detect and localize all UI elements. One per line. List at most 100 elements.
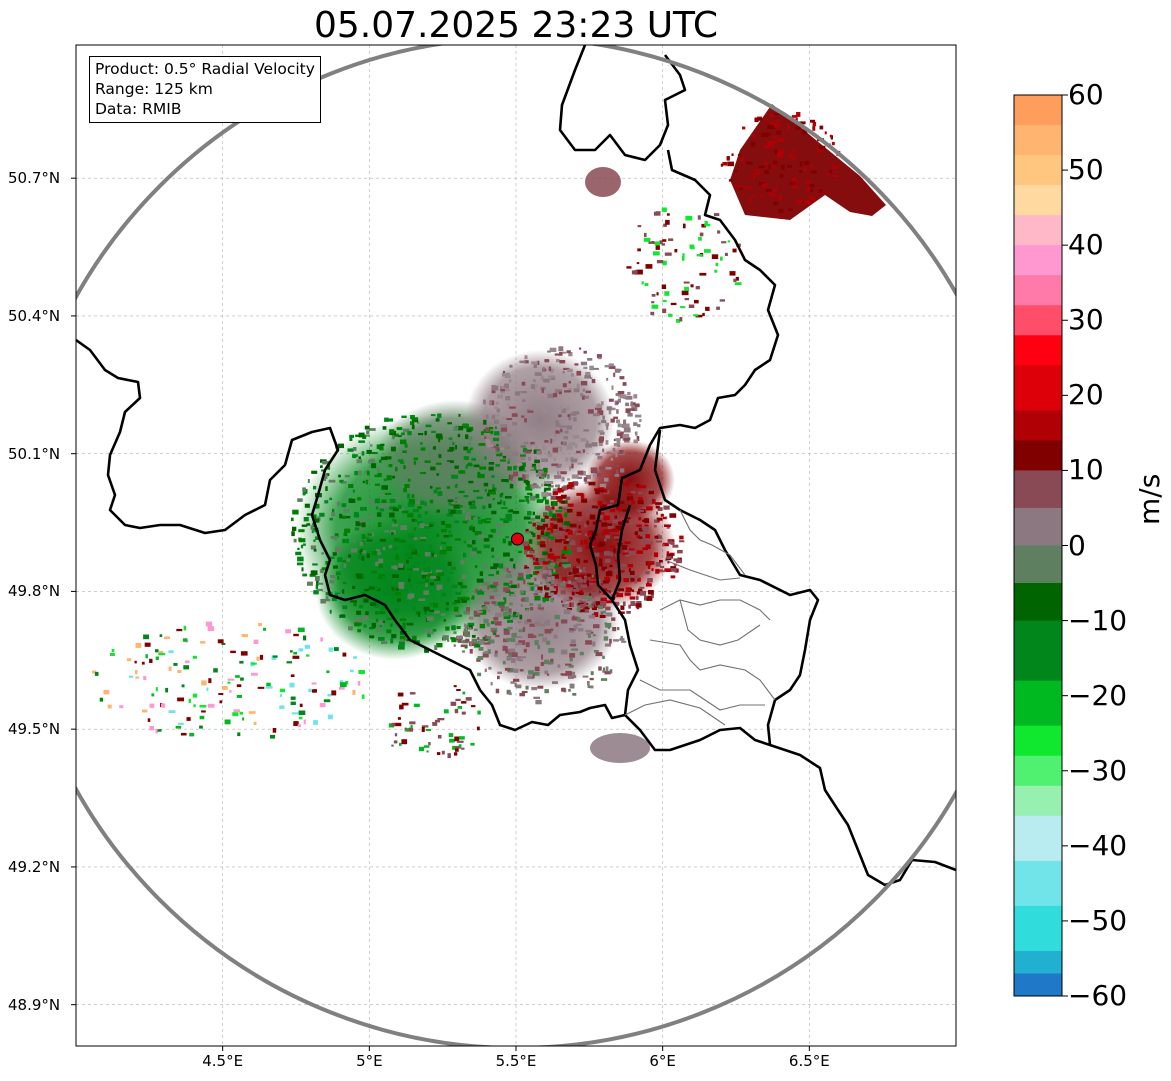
- echo-pixel: [572, 693, 577, 696]
- echo-pixel: [394, 433, 399, 437]
- echo-pixel: [302, 492, 306, 496]
- echo-pixel: [454, 520, 460, 524]
- echo-pixel: [420, 472, 426, 475]
- echo-pixel: [438, 454, 442, 458]
- echo-pixel: [601, 532, 606, 536]
- echo-pixel: [236, 695, 242, 698]
- echo-pixel: [466, 597, 470, 601]
- echo-pixel: [289, 682, 295, 688]
- echo-pixel: [583, 429, 589, 432]
- colorbar-band: [1014, 440, 1062, 471]
- echo-pixel: [732, 248, 737, 253]
- echo-pixel: [560, 428, 563, 433]
- echo-pixel: [576, 450, 581, 454]
- echo-pixel: [468, 627, 472, 630]
- echo-pixel: [507, 458, 511, 462]
- echo-pixel: [473, 464, 480, 468]
- echo-pixel: [617, 391, 625, 395]
- echo-pixel: [493, 587, 498, 593]
- echo-pixel: [611, 385, 614, 390]
- echo-pixel: [441, 750, 445, 755]
- echo-pixel: [535, 384, 538, 388]
- echo-pixel: [522, 399, 526, 402]
- echo-pixel: [483, 642, 491, 645]
- echo-pixel: [491, 547, 494, 552]
- echo-pixel: [552, 564, 559, 568]
- echo-pixel: [589, 604, 595, 608]
- echo-pixel: [585, 580, 590, 584]
- echo-pixel: [606, 377, 609, 381]
- echo-pixel: [520, 598, 525, 602]
- echo-pixel: [364, 425, 370, 430]
- echo-pixel: [622, 433, 630, 438]
- echo-pixel: [772, 160, 778, 165]
- echo-pixel: [524, 566, 530, 569]
- echo-pixel: [582, 675, 589, 678]
- echo-pixel: [642, 547, 649, 551]
- echo-pixel: [369, 627, 375, 630]
- echo-pixel: [541, 654, 544, 660]
- echo-pixel: [571, 591, 575, 596]
- echo-pixel: [470, 525, 473, 530]
- echo-pixel: [425, 729, 431, 731]
- echo-pixel: [576, 607, 581, 612]
- echo-pixel: [505, 638, 513, 642]
- echo-pixel: [445, 626, 450, 631]
- echo-pixel: [437, 735, 442, 739]
- echo-pixel: [368, 586, 376, 590]
- echo-pixel: [447, 577, 450, 582]
- echo-pixel: [514, 668, 519, 673]
- echo-pixel: [492, 487, 497, 491]
- echo-pixel: [490, 430, 494, 435]
- echo-pixel: [315, 576, 320, 581]
- colorbar-band: [1014, 275, 1062, 306]
- echo-pixel: [576, 370, 582, 376]
- echo-pixel: [619, 567, 623, 570]
- echo-pixel: [400, 625, 406, 630]
- echo-pixel: [564, 509, 568, 513]
- echo-pixel: [561, 561, 566, 565]
- echo-pixel: [367, 533, 372, 536]
- echo-pixel: [509, 580, 513, 584]
- echo-pixel: [713, 213, 720, 217]
- echo-pixel: [145, 654, 148, 659]
- echo-pixel: [479, 609, 487, 615]
- echo-pixel: [544, 483, 552, 487]
- echo-pixel: [487, 649, 491, 654]
- echo-pixel: [753, 174, 756, 180]
- echo-pixel: [615, 438, 621, 441]
- echo-pixel: [612, 627, 617, 632]
- echo-pixel: [297, 498, 303, 502]
- echo-pixel: [503, 566, 506, 571]
- echo-pixel: [389, 512, 395, 518]
- echo-pixel: [464, 625, 470, 629]
- echo-pixel: [698, 237, 702, 241]
- echo-pixel: [340, 682, 347, 688]
- echo-pixel: [616, 419, 620, 424]
- echo-pixel: [544, 575, 548, 580]
- echo-pixel: [704, 223, 711, 227]
- echo-pixel: [630, 570, 635, 575]
- echo-pixel: [577, 558, 580, 564]
- echo-pixel: [519, 614, 523, 620]
- echo-pixel: [483, 399, 486, 405]
- colorbar-tick-label: 10: [1068, 453, 1104, 487]
- echo-pixel: [829, 134, 832, 138]
- echo-pixel: [576, 511, 582, 517]
- echo-pixel: [548, 648, 555, 653]
- echo-pixel: [578, 569, 582, 573]
- echo-pixel: [589, 685, 594, 689]
- echo-pixel: [608, 398, 614, 402]
- echo-pixel: [616, 409, 619, 414]
- echo-pixel: [562, 564, 565, 567]
- echo-pixel: [571, 474, 579, 479]
- echo-pixel: [446, 513, 454, 517]
- echo-pixel: [607, 577, 611, 582]
- echo-pixel: [524, 495, 530, 499]
- echo-pixel: [617, 627, 620, 631]
- echo-pixel: [599, 512, 605, 515]
- echo-pixel: [522, 448, 528, 453]
- echo-pixel: [477, 656, 484, 660]
- echo-pixel: [517, 583, 520, 589]
- echo-pixel: [543, 467, 548, 473]
